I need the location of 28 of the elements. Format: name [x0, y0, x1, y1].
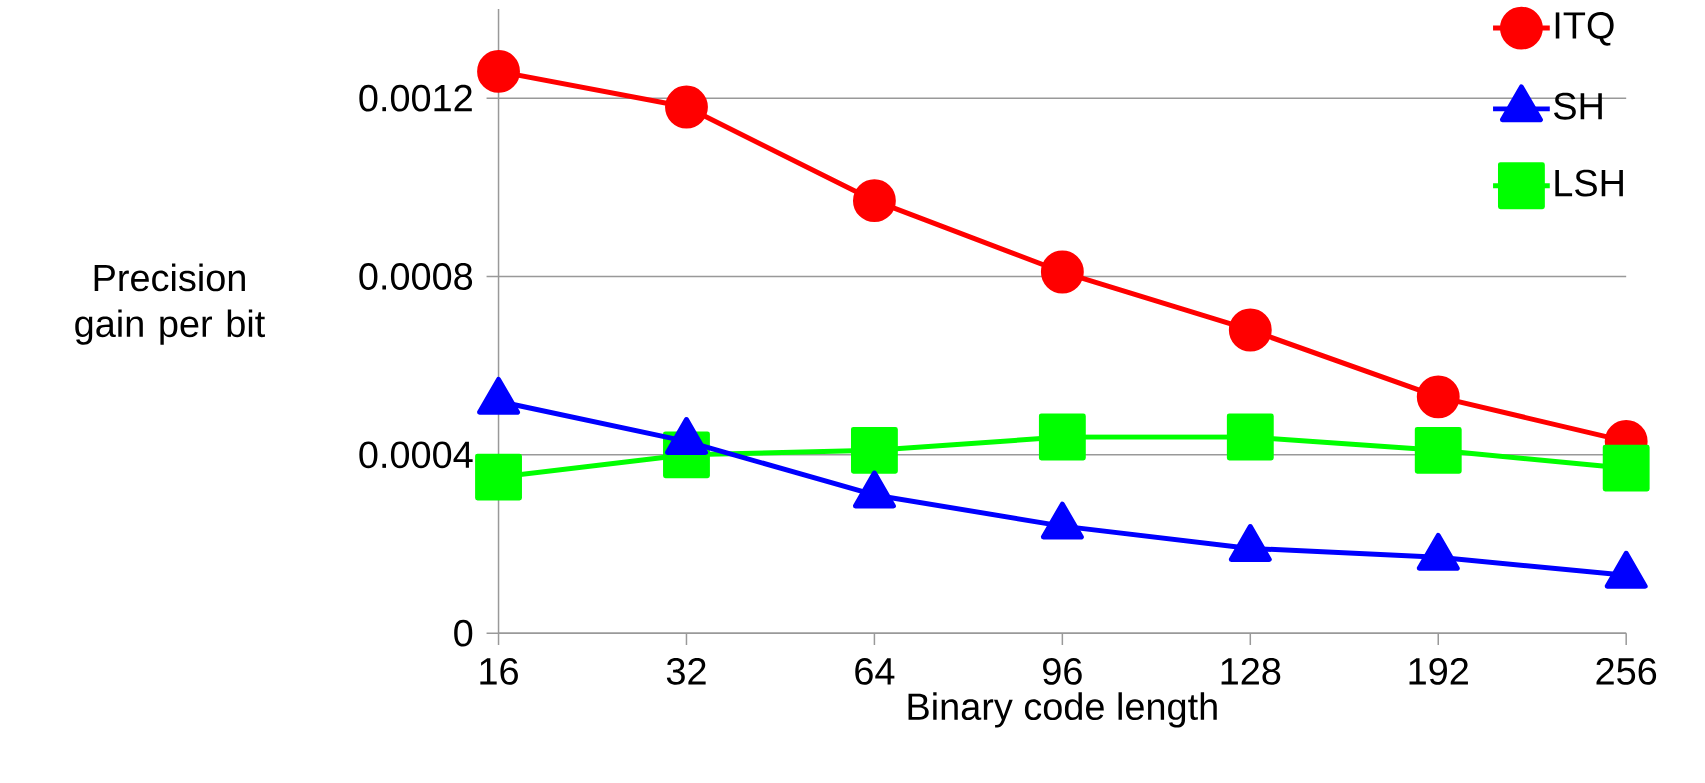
x-tick-label: 128: [1221, 658, 1281, 685]
point: [1040, 250, 1084, 294]
x-tick-label: 192: [1409, 658, 1468, 685]
y-axis-title: Precision gain per bit: [75, 263, 265, 345]
point: [665, 85, 708, 129]
point: [1226, 413, 1274, 461]
x-tick-label: 32: [666, 658, 706, 685]
y-tick-label: 0.0004: [359, 441, 473, 469]
y-tick-label: 0.0012: [359, 84, 472, 112]
point: [850, 427, 898, 474]
legend-label: ITQ: [1555, 12, 1614, 46]
point: [1602, 444, 1650, 492]
x-tick-label: 256: [1596, 658, 1657, 685]
point: [475, 453, 522, 501]
point: [852, 179, 896, 223]
point: [1414, 427, 1462, 474]
y-tick-label: 0.0008: [359, 263, 473, 291]
point: [477, 50, 520, 93]
legend-label: SH: [1554, 92, 1602, 120]
x-tick-label: 96: [1043, 658, 1082, 685]
point: [1416, 375, 1460, 419]
x-tick-label: 16: [480, 658, 518, 685]
y-tick-label: 0: [454, 619, 473, 647]
point: [1038, 413, 1086, 461]
x-axis-title: Binary code length: [908, 692, 1217, 728]
legend-label: LSH: [1555, 169, 1623, 197]
point: [1228, 308, 1272, 352]
x-tick-label: 64: [855, 658, 895, 685]
